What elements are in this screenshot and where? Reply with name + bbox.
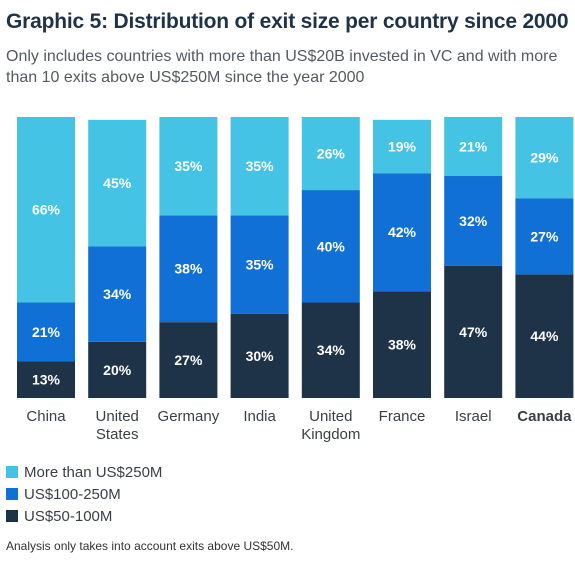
- data-label: 21%: [32, 324, 61, 340]
- legend-swatch: [6, 466, 18, 478]
- category-label: States: [96, 426, 139, 443]
- category-label: Israel: [455, 408, 492, 425]
- data-label: 66%: [32, 202, 61, 218]
- bar-segment: [515, 117, 574, 199]
- data-label: 38%: [388, 337, 417, 353]
- legend-item: US$100-250M: [6, 483, 162, 505]
- chart-subtitle: Only includes countries with more than U…: [6, 48, 558, 86]
- bar-segment: [444, 176, 503, 266]
- data-label: 35%: [174, 158, 203, 174]
- bar-segment: [230, 117, 289, 216]
- data-label: 45%: [103, 175, 132, 191]
- data-label: 29%: [530, 150, 559, 166]
- data-label: 13%: [32, 372, 61, 388]
- legend-swatch: [6, 488, 18, 500]
- legend: More than US$250M US$100-250M US$50-100M: [6, 461, 162, 527]
- bar-segment: [17, 361, 75, 398]
- bar-segment: [17, 117, 75, 303]
- bar-segment: [301, 302, 360, 398]
- data-label: 27%: [174, 352, 203, 368]
- data-label: 47%: [459, 324, 488, 340]
- category-label: France: [379, 408, 426, 425]
- legend-label: US$100-250M: [24, 485, 121, 503]
- legend-item: US$50-100M: [6, 505, 162, 527]
- category-label: China: [26, 408, 66, 425]
- bar-segment: [444, 265, 503, 398]
- category-label: United: [309, 408, 352, 425]
- category-label: Germany: [158, 408, 220, 425]
- data-label: 40%: [317, 238, 346, 254]
- legend-label: More than US$250M: [24, 463, 163, 481]
- data-label: 35%: [246, 257, 275, 273]
- bar-segment: [88, 341, 147, 398]
- legend-swatch: [6, 510, 18, 522]
- data-label: 38%: [174, 261, 203, 277]
- data-label: 26%: [317, 146, 346, 162]
- data-label: 32%: [459, 213, 488, 229]
- data-label: 42%: [388, 224, 417, 240]
- stacked-bar-chart: 13%21%66%China20%34%45%UnitedStates27%38…: [17, 117, 574, 443]
- category-label: Kingdom: [301, 426, 360, 443]
- legend-item: More than US$250M: [6, 461, 162, 483]
- category-label: United: [96, 408, 139, 425]
- data-label: 27%: [530, 228, 559, 244]
- category-label: India: [243, 408, 276, 425]
- data-label: 20%: [103, 362, 132, 378]
- chart-title: Graphic 5: Distribution of exit size per…: [6, 10, 569, 33]
- bar-segment: [444, 117, 503, 177]
- bar-segment: [515, 198, 574, 275]
- bar-segment: [373, 119, 431, 174]
- data-label: 44%: [530, 328, 559, 344]
- bar-segment: [159, 322, 218, 398]
- footnote: Analysis only takes into account exits a…: [6, 539, 294, 553]
- bar-segment: [88, 119, 147, 247]
- bar-segment: [301, 117, 360, 191]
- bar-segment: [159, 117, 218, 216]
- data-label: 21%: [459, 139, 488, 155]
- bar-segment: [230, 215, 289, 314]
- bar-segment: [373, 173, 431, 292]
- bar-segment: [515, 274, 574, 398]
- bar-segment: [88, 246, 147, 342]
- legend-label: US$50-100M: [24, 507, 113, 525]
- bar-segment: [159, 215, 218, 323]
- category-label: Canada: [517, 408, 572, 425]
- data-label: 34%: [317, 342, 346, 358]
- data-label: 30%: [246, 348, 275, 364]
- bar-segment: [373, 291, 431, 398]
- bar-segment: [301, 190, 360, 303]
- data-label: 19%: [388, 139, 417, 155]
- bar-segment: [17, 302, 75, 362]
- data-label: 35%: [246, 158, 275, 174]
- data-label: 34%: [103, 286, 132, 302]
- bar-segment: [230, 313, 289, 398]
